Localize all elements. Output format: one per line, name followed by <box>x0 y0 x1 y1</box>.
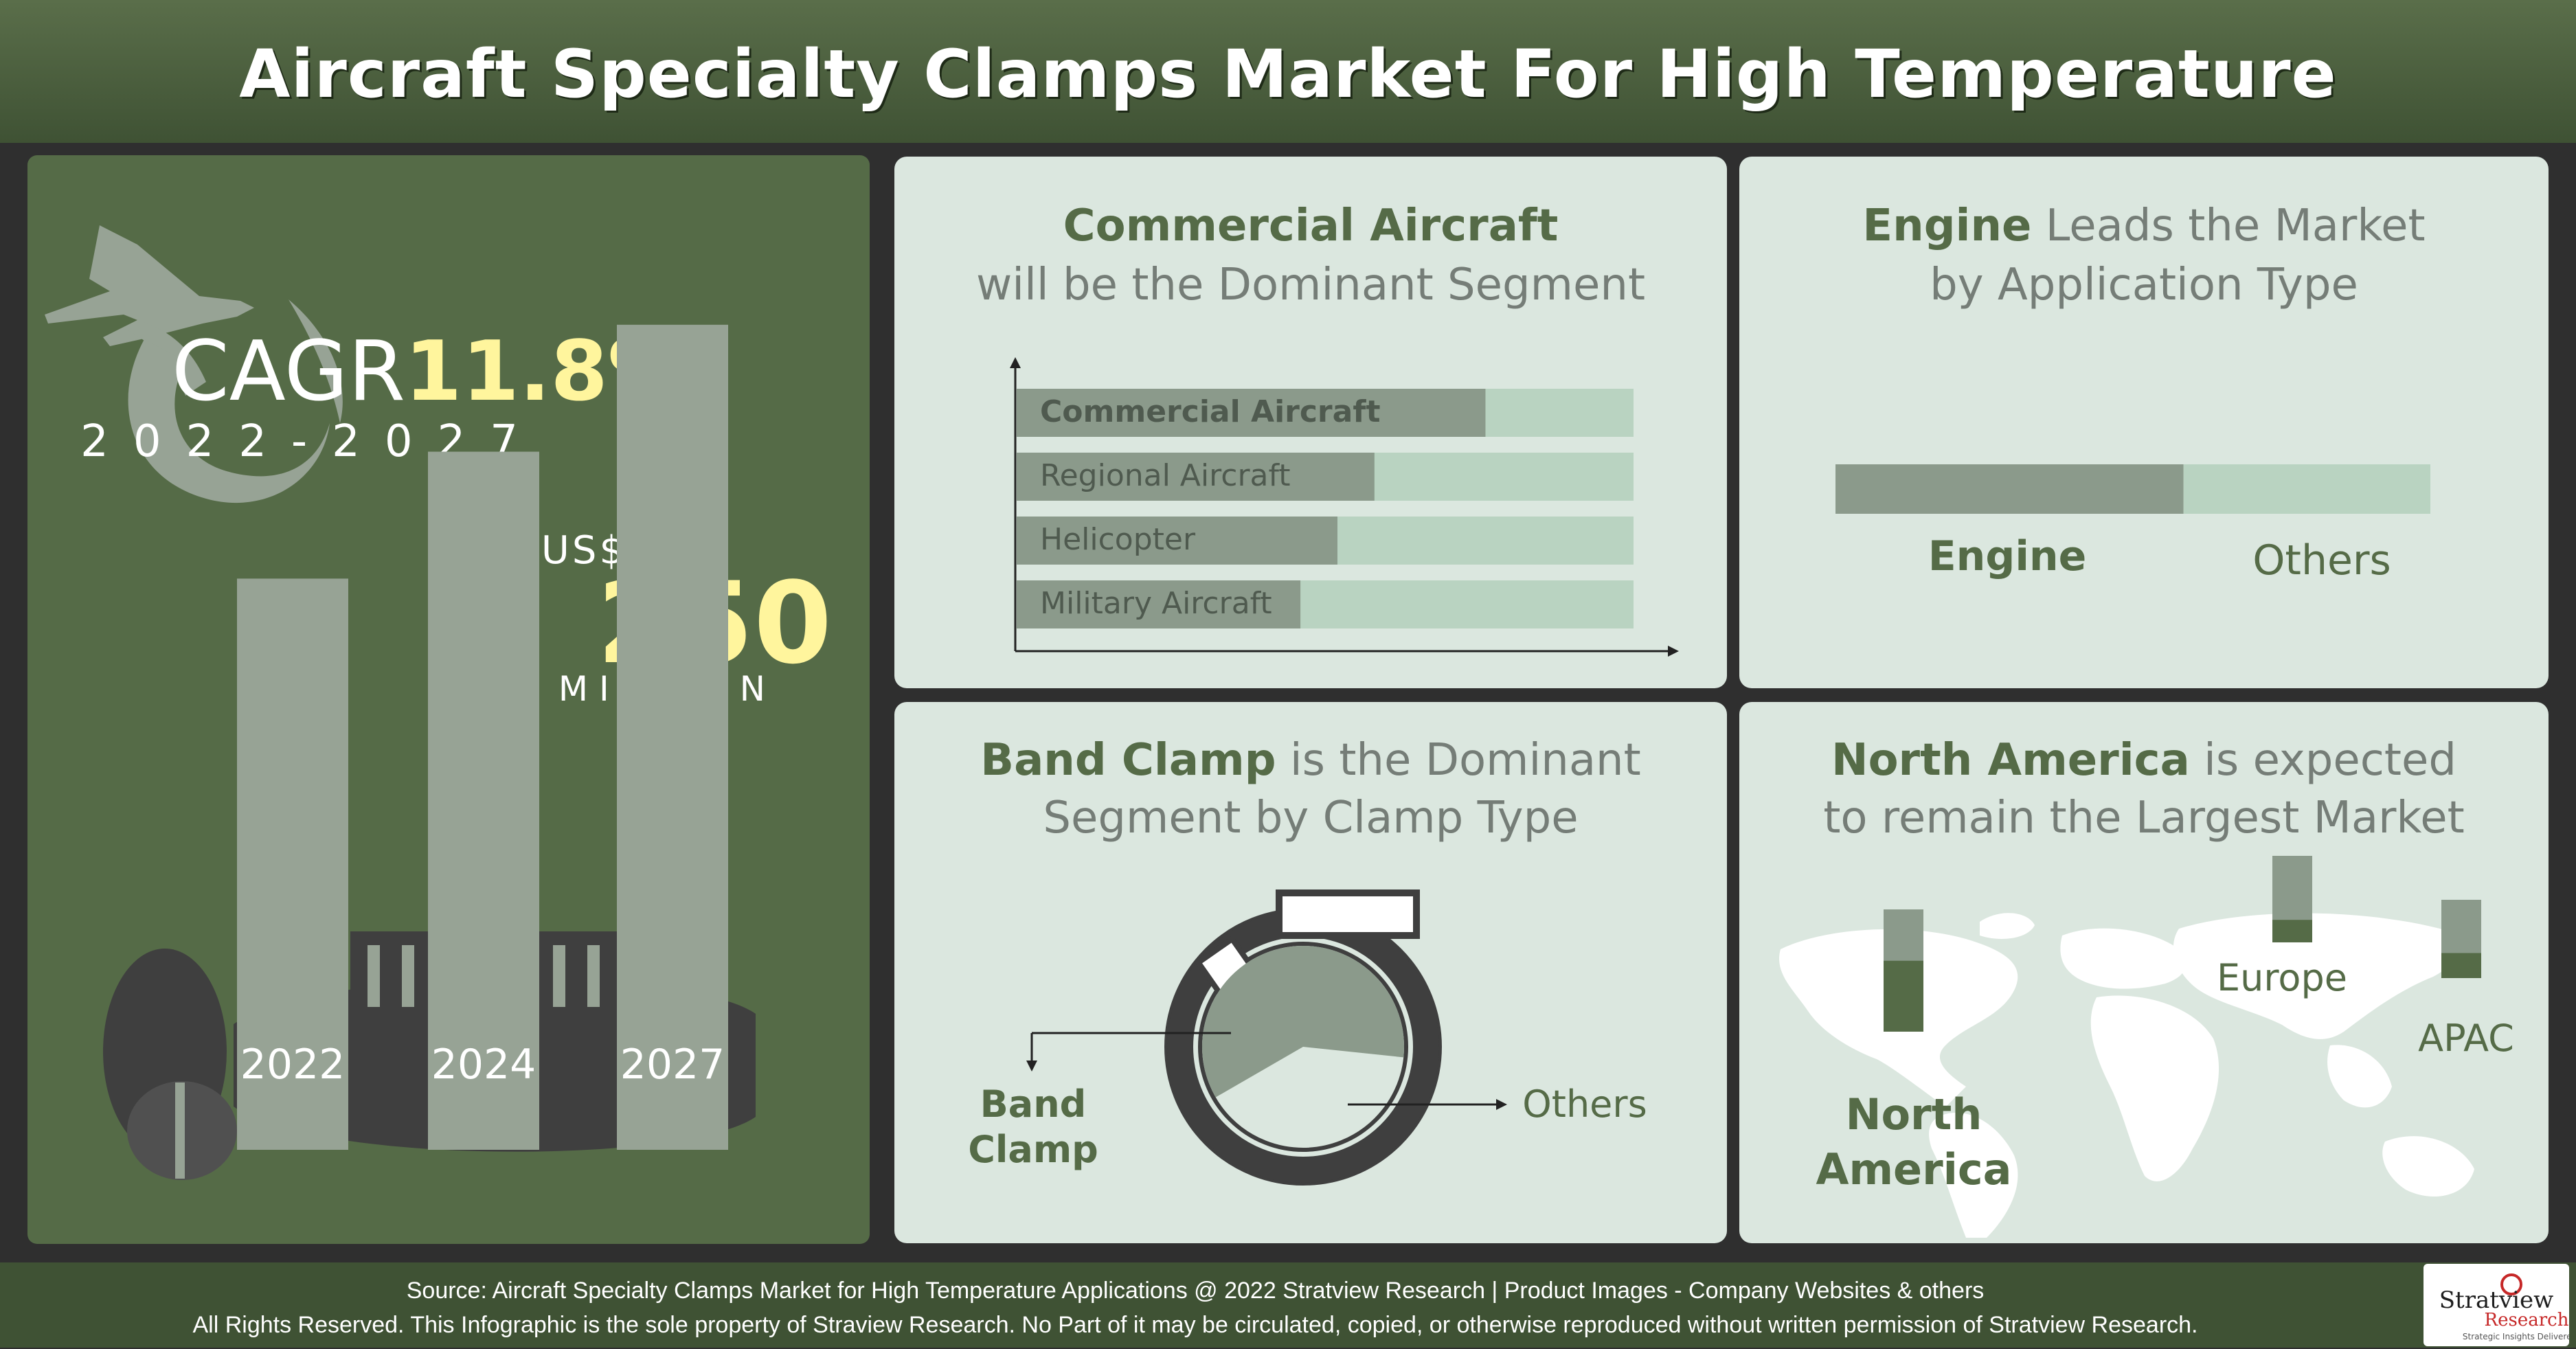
x-axis-arrow <box>1668 646 1679 657</box>
card-region-title: North America is expected <box>1739 731 2549 790</box>
swoosh-tail <box>289 299 343 423</box>
year-bar-label: 2024 <box>431 1041 536 1089</box>
segment-bar-label: Commercial Aircraft <box>1040 394 1381 429</box>
year-bar <box>617 324 728 1150</box>
card-region-title-rest: is expected <box>2189 735 2456 786</box>
card-engine-title-bold: Engine <box>1862 201 2032 251</box>
pie-label-clamp: Clamp <box>968 1128 1098 1171</box>
card-region: North America is expected to remain the … <box>1739 702 2549 1243</box>
y-axis-arrow <box>1010 357 1021 368</box>
logo-sub: Research <box>2485 1310 2569 1330</box>
pie-label-others: Others <box>1522 1082 1647 1126</box>
clamp-type-chart: Band Clamp Others <box>968 889 1647 1186</box>
application-bar-segment <box>1835 464 2184 514</box>
header-banner: Aircraft Specialty Clamps Market For Hig… <box>0 0 2576 261</box>
card-aircraft-segment: Commercial Aircraft will be the Dominant… <box>894 157 1727 688</box>
currency-label: US$ <box>541 528 626 573</box>
application-type-chart: Engine Others <box>1835 464 2430 585</box>
card-application-type: Engine Leads the Market by Application T… <box>1739 157 2549 688</box>
logo-name: Stratview <box>2439 1286 2553 1314</box>
year-bar-label: 2027 <box>620 1041 725 1089</box>
card-engine-title-rest: Leads the Market <box>2031 201 2426 251</box>
left-panel: CAGR 11.8% 2022-2027 US$ 250 MILLION 202… <box>27 155 870 1244</box>
region-bar-label: America <box>1816 1144 2011 1194</box>
segment-bar-label: Military Aircraft <box>1040 586 1272 621</box>
cagr-label: CAGR <box>172 324 405 420</box>
logo-graphic: Stratview Research Strategic Insights De… <box>2439 1273 2576 1341</box>
card-band-title-rest: is the Dominant <box>1276 735 1641 786</box>
region-bar-label: Europe <box>2217 956 2347 999</box>
year-bar <box>237 578 348 1150</box>
card-band-title-bold: Band Clamp <box>980 735 1276 786</box>
region-bar <box>2272 920 2312 942</box>
region-bar <box>1884 960 1923 1032</box>
pie-slice-band-clamp <box>1202 946 1404 1098</box>
aircraft-segment-chart: Commercial Aircraft Regional Aircraft Heli… <box>1010 357 1679 657</box>
segment-bar <box>1017 453 1375 501</box>
pie-label-band: Band <box>980 1082 1087 1126</box>
logo-tagline: Strategic Insights Delivered <box>2463 1332 2569 1341</box>
year-bar-label: 2022 <box>240 1041 346 1089</box>
footer-source: Source: Aircraft Specialty Clamps Market… <box>406 1278 1985 1304</box>
logo-target-icon <box>2500 1273 2522 1295</box>
region-bar <box>2441 953 2481 978</box>
card-region-title-bold: North America <box>1831 735 2190 786</box>
segment-bar-label: Regional Aircraft <box>1040 458 1290 493</box>
card-clamp-type: Band Clamp is the Dominant Segment by Cl… <box>894 702 1727 1243</box>
others-arrow <box>1496 1099 1507 1110</box>
card-region-subtitle: to remain the Largest Market <box>1823 793 2465 843</box>
page-title: Aircraft Specialty Clamps Market For Hig… <box>239 36 2337 261</box>
segment-bar <box>1017 580 1301 628</box>
contrail-swoosh <box>128 339 330 503</box>
application-bar-segment <box>2183 464 2430 514</box>
segment-bar-label: Helicopter <box>1040 522 1196 557</box>
application-bar-label: Others <box>2252 536 2391 585</box>
card-engine-subtitle: by Application Type <box>1930 260 2358 310</box>
footer-rights: All Rights Reserved. This Infographic is… <box>192 1312 2198 1338</box>
card-aircraft-subtitle: will be the Dominant Segment <box>975 260 1646 310</box>
left-panel-graphic: CAGR 11.8% 2022-2027 US$ 250 MILLION 202… <box>45 225 832 1180</box>
stratview-logo: Stratview Research Strategic Insights De… <box>2424 1264 2576 1346</box>
segment-bar <box>1017 517 1337 565</box>
card-band-subtitle: Segment by Clamp Type <box>1043 793 1579 843</box>
band-clamp-arrow <box>1026 1061 1037 1072</box>
card-aircraft-title: Commercial Aircraft <box>894 196 1727 256</box>
card-engine-title: Engine Leads the Market <box>1739 196 2549 256</box>
card-aircraft-title-bold: Commercial Aircraft <box>1063 201 1559 251</box>
region-bar-label: APAC <box>2418 1017 2514 1060</box>
footer: Source: Aircraft Specialty Clamps Market… <box>0 1262 2576 1348</box>
region-bar-label: North <box>1846 1089 1982 1140</box>
segment-bar <box>1017 389 1486 437</box>
application-bar-label: Engine <box>1928 532 2087 580</box>
year-bar <box>428 451 539 1150</box>
card-band-title: Band Clamp is the Dominant <box>894 731 1727 790</box>
year-bar-chart: 2022 2024 2027 <box>237 324 728 1150</box>
